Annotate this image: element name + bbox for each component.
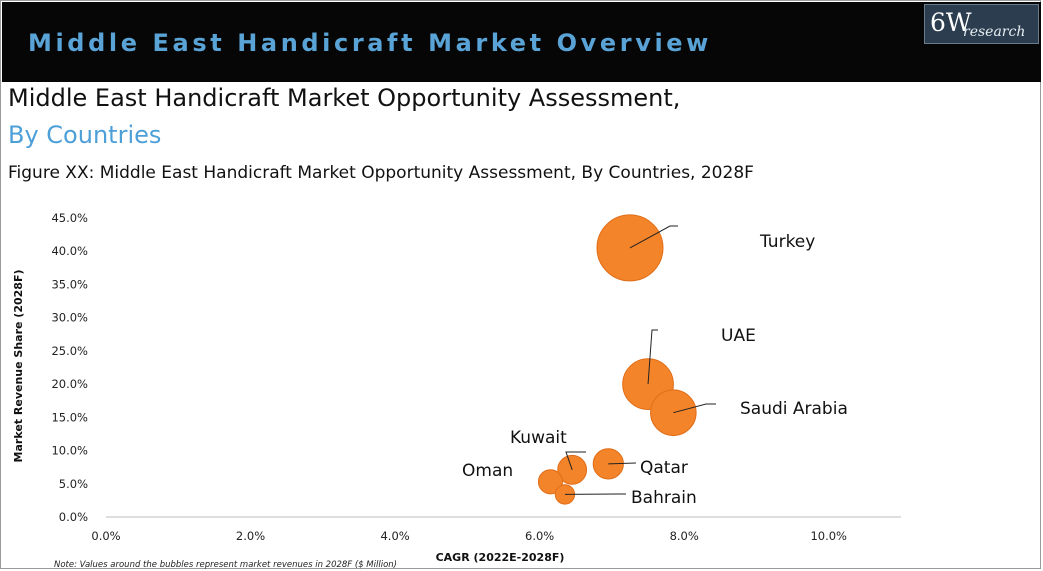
y-tick-label: 30.0% xyxy=(51,311,88,325)
chart-note: Note: Values around the bubbles represen… xyxy=(54,560,397,570)
banner-title: Middle East Handicraft Market Overview xyxy=(28,29,712,57)
x-tick-label: 4.0% xyxy=(380,529,409,543)
logo-mark: 6W xyxy=(930,8,972,37)
header-banner: Middle East Handicraft Market Overview 6… xyxy=(2,2,1041,82)
x-tick-label: 2.0% xyxy=(236,529,265,543)
y-tick-label: 10.0% xyxy=(51,444,88,458)
bubble-oman xyxy=(537,469,564,495)
y-tick-label: 5.0% xyxy=(59,477,88,491)
leader-line xyxy=(608,462,637,465)
bubble-label-bahrain: Bahrain xyxy=(631,488,697,508)
y-tick-label: 40.0% xyxy=(51,244,88,258)
bubble-saudi-arabia xyxy=(650,389,697,436)
y-tick-label: 35.0% xyxy=(51,277,88,291)
bubble-label-uae: UAE xyxy=(721,326,756,346)
bubble-label-saudi-arabia: Saudi Arabia xyxy=(740,399,848,419)
y-tick-label: 20.0% xyxy=(51,377,88,391)
bubble-label-kuwait: Kuwait xyxy=(510,428,567,448)
leader-line xyxy=(647,329,658,385)
y-tick-label: 45.0% xyxy=(51,211,88,225)
slide-heading: Middle East Handicraft Market Opportunit… xyxy=(8,84,681,112)
y-tick-label: 0.0% xyxy=(59,510,88,524)
bubble-label-oman: Oman xyxy=(462,461,513,481)
y-tick-label: 15.0% xyxy=(51,410,88,424)
x-tick-label: 8.0% xyxy=(670,529,699,543)
x-axis-title: CAGR (2022E-2028F) xyxy=(436,551,565,564)
x-tick-label: 6.0% xyxy=(525,529,554,543)
leader-line xyxy=(673,403,716,414)
y-axis-title: Market Revenue Share (2028F) xyxy=(12,270,25,463)
slide-subheading: By Countries xyxy=(8,121,162,149)
figure-caption: Figure XX: Middle East Handicraft Market… xyxy=(8,163,754,183)
leader-line xyxy=(565,451,586,470)
logo-wordmark: research xyxy=(963,24,1026,40)
leader-line xyxy=(629,225,678,249)
x-tick-label: 10.0% xyxy=(810,529,847,543)
bubble-label-qatar: Qatar xyxy=(640,458,688,478)
x-tick-label: 0.0% xyxy=(91,529,120,543)
y-tick-label: 25.0% xyxy=(51,344,88,358)
brand-logo: 6W research xyxy=(924,4,1039,44)
bubble-label-turkey: Turkey xyxy=(759,232,815,252)
